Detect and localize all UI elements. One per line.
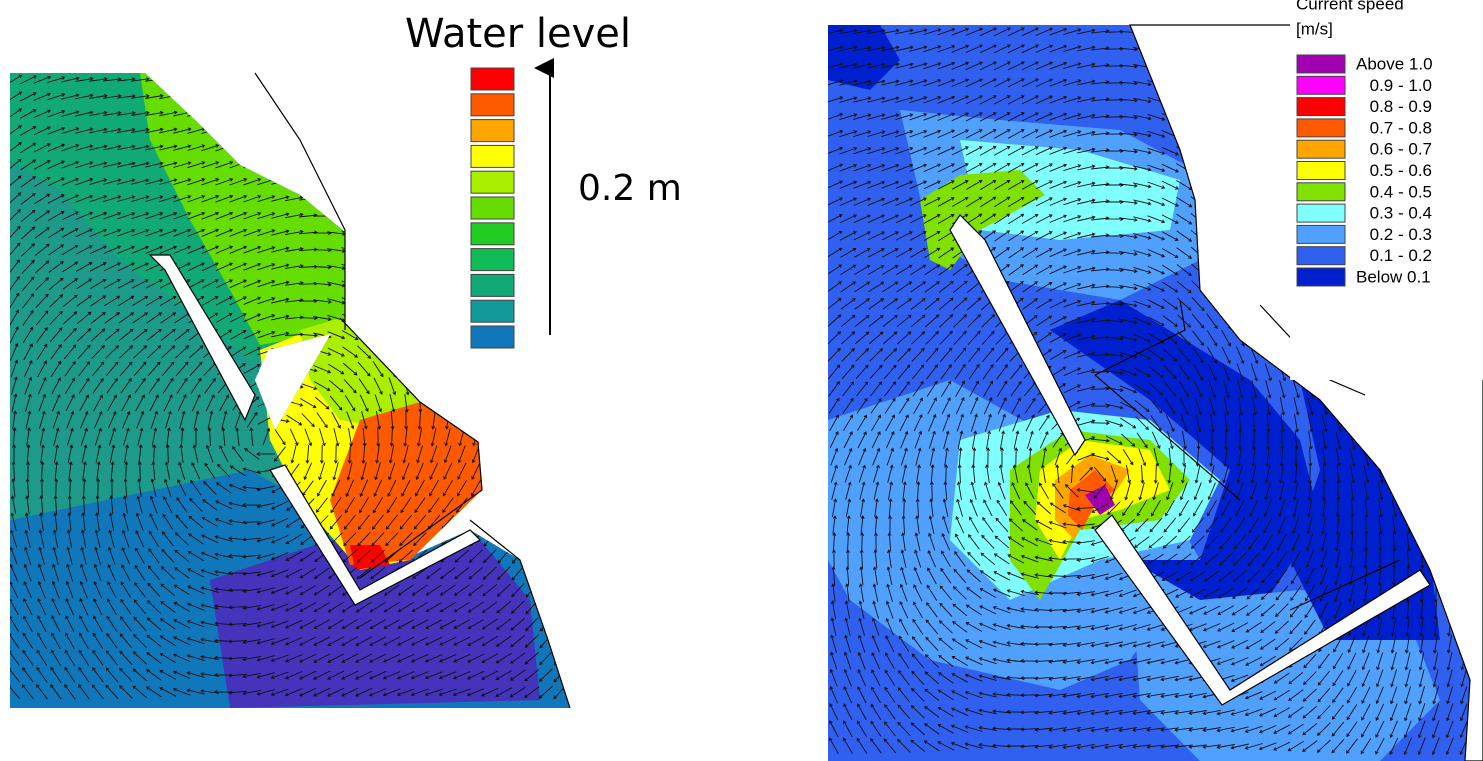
legend-swatch <box>1297 268 1345 286</box>
figure: Water level 0.2 m Current speed [m/s] Ab… <box>0 0 1483 761</box>
legend-swatch <box>1297 204 1345 222</box>
legend-swatch <box>471 94 514 116</box>
legend-label: 0.6 - 0.7 <box>1370 140 1432 159</box>
legend-swatch <box>1297 55 1345 73</box>
left-title: Water level <box>405 11 631 57</box>
legend-label: Below 0.1 <box>1356 267 1431 286</box>
legend-swatch <box>471 249 514 271</box>
legend-label: 0.7 - 0.8 <box>1370 118 1432 137</box>
legend-label: 0.2 - 0.3 <box>1370 225 1432 244</box>
legend-label: 0.3 - 0.4 <box>1370 204 1432 223</box>
legend-label: 0.1 - 0.2 <box>1370 246 1432 265</box>
legend-unit: [m/s] <box>1296 19 1333 38</box>
legend-swatch <box>1297 76 1345 94</box>
legend-label: 0.8 - 0.9 <box>1370 97 1432 116</box>
scale-label: 0.2 m <box>578 168 682 209</box>
legend-swatch <box>1297 183 1345 201</box>
legend-swatch <box>471 274 514 296</box>
legend-swatch <box>471 171 514 193</box>
legend-label: 0.9 - 1.0 <box>1370 76 1432 95</box>
legend-swatch <box>471 120 514 142</box>
legend-swatch <box>1297 98 1345 116</box>
legend-swatch <box>471 223 514 245</box>
legend-swatch <box>1297 140 1345 158</box>
water-level-legend <box>471 68 514 348</box>
legend-swatch <box>471 197 514 219</box>
legend-label: Above 1.0 <box>1356 54 1433 73</box>
legend-label: 0.5 - 0.6 <box>1370 161 1432 180</box>
legend-label: 0.4 - 0.5 <box>1370 182 1432 201</box>
legend-swatch <box>1297 119 1345 137</box>
legend-swatch <box>471 145 514 167</box>
legend-swatch <box>471 300 514 322</box>
legend-swatch <box>471 68 514 90</box>
legend-swatch <box>1297 162 1345 180</box>
water-level-map <box>6 73 570 708</box>
legend-swatch <box>1297 225 1345 243</box>
legend-title: Current speed <box>1296 0 1404 13</box>
legend-swatch <box>471 326 514 348</box>
legend-swatch <box>1297 247 1345 265</box>
